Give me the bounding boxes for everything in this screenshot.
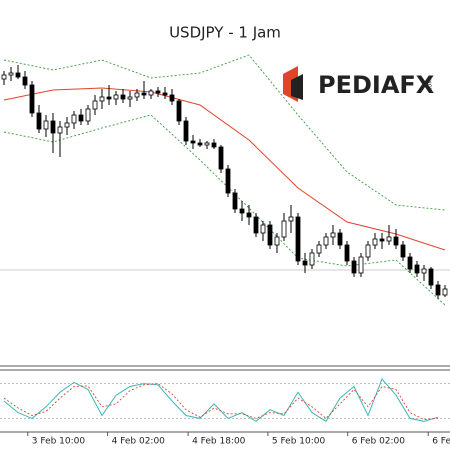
x-tick-label: 5 Feb 10:00 bbox=[272, 437, 326, 447]
candle-body bbox=[99, 96, 105, 102]
candle-body bbox=[337, 232, 343, 246]
series-line bbox=[3, 87, 446, 251]
candle-body bbox=[211, 142, 217, 148]
candle-body bbox=[78, 114, 84, 122]
candle-body bbox=[281, 220, 287, 238]
candle-body bbox=[15, 72, 21, 78]
candle-body bbox=[204, 142, 210, 146]
candle-body bbox=[428, 268, 434, 286]
candle-body bbox=[435, 284, 441, 296]
candle-body bbox=[8, 72, 14, 76]
candle-body bbox=[344, 244, 350, 262]
candle-body bbox=[43, 120, 49, 130]
candle-body bbox=[106, 96, 112, 100]
candle-body bbox=[323, 236, 329, 246]
candle-body bbox=[295, 216, 301, 262]
candle-body bbox=[316, 244, 322, 254]
candle-body bbox=[85, 108, 91, 122]
candle-body bbox=[421, 268, 427, 274]
candle-body bbox=[260, 224, 266, 234]
candle-body bbox=[141, 92, 147, 96]
candle-body bbox=[372, 238, 378, 246]
series-line bbox=[3, 114, 446, 306]
candle-body bbox=[246, 212, 252, 218]
candle-body bbox=[365, 244, 371, 258]
x-tick-label: 4 Feb 02:00 bbox=[112, 437, 166, 447]
series-line bbox=[3, 383, 439, 421]
candle-body bbox=[218, 146, 224, 170]
logo-text: PEDIAFX bbox=[318, 71, 435, 99]
candle-body bbox=[162, 92, 168, 96]
candle-body bbox=[1, 74, 7, 80]
candle-body bbox=[442, 288, 448, 296]
candle-body bbox=[120, 94, 126, 100]
candle-body bbox=[183, 120, 189, 142]
candle-body bbox=[386, 236, 392, 242]
candle-body bbox=[232, 192, 238, 210]
candle-body bbox=[169, 94, 175, 102]
logo: PEDIAFX .COM bbox=[283, 66, 435, 102]
candle-body bbox=[197, 142, 203, 146]
logo-suffix: .COM bbox=[428, 79, 434, 92]
candle-body bbox=[22, 76, 28, 86]
candle-body bbox=[190, 140, 196, 144]
candle-body bbox=[309, 252, 315, 266]
candle-body bbox=[148, 90, 154, 96]
x-tick-label: 4 Feb 18:00 bbox=[192, 437, 246, 447]
candle-body bbox=[330, 232, 336, 238]
candle-body bbox=[127, 96, 133, 100]
candle-body bbox=[239, 208, 245, 214]
candle-body bbox=[36, 112, 42, 130]
candle-body bbox=[64, 122, 70, 128]
candle-body bbox=[274, 236, 280, 246]
candle-body bbox=[253, 216, 259, 234]
x-tick-label: 6 Feb bbox=[432, 437, 450, 447]
candle-body bbox=[134, 92, 140, 98]
candle-body bbox=[176, 100, 182, 122]
candle-body bbox=[351, 260, 357, 274]
x-tick-label: 6 Feb 02:00 bbox=[352, 437, 406, 447]
candle-body bbox=[155, 90, 161, 94]
candle-body bbox=[71, 114, 77, 124]
candle-body bbox=[50, 120, 56, 134]
candle-body bbox=[113, 94, 119, 100]
candle-body bbox=[393, 236, 399, 246]
candle-body bbox=[29, 84, 35, 114]
candle-body bbox=[267, 224, 273, 246]
chart-title: USDJPY - 1 Jam bbox=[169, 24, 281, 42]
candle-body bbox=[302, 260, 308, 266]
candle-body bbox=[288, 216, 294, 222]
candle-body bbox=[92, 100, 98, 110]
candle-body bbox=[358, 256, 364, 274]
candle-body bbox=[225, 168, 231, 194]
candle-body bbox=[57, 126, 63, 134]
candle-body bbox=[379, 238, 385, 242]
candle-body bbox=[407, 256, 413, 270]
logo-icon bbox=[291, 74, 303, 100]
candle-body bbox=[414, 264, 420, 274]
candle-body bbox=[400, 244, 406, 258]
x-tick-label: 3 Feb 10:00 bbox=[32, 437, 86, 447]
